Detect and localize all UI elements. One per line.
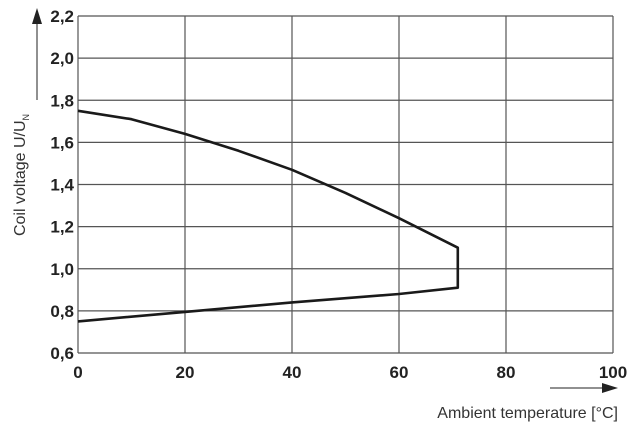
x-tick-label: 40 <box>283 363 302 382</box>
y-axis-arrow <box>32 8 42 100</box>
y-tick-label: 1,4 <box>50 176 74 195</box>
tick-labels: 0 20 40 60 80 100 0,6 0,8 1,0 1,2 1,4 1,6 1,8 2,0 2,2 <box>50 7 627 382</box>
y-tick-label: 2,2 <box>50 7 74 26</box>
y-tick-label: 0,6 <box>50 344 74 363</box>
operating-range-curve <box>77 109 460 323</box>
x-axis-arrow <box>550 383 618 393</box>
x-axis-label: Ambient temperature [°C] <box>437 405 618 422</box>
series <box>77 109 460 323</box>
grid <box>77 15 614 354</box>
y-tick-label: 1,6 <box>50 133 74 152</box>
y-axis-title: Coil voltage U/UN <box>12 114 31 236</box>
x-tick-label: 0 <box>73 363 82 382</box>
y-tick-label: 0,8 <box>50 302 74 321</box>
x-tick-label: 100 <box>599 363 627 382</box>
y-axis-label: Coil voltage U/UN <box>12 114 31 236</box>
x-tick-label: 60 <box>390 363 409 382</box>
y-tick-label: 1,0 <box>50 260 74 279</box>
y-tick-label: 1,8 <box>50 91 74 110</box>
y-tick-label: 1,2 <box>50 218 74 237</box>
x-tick-label: 80 <box>497 363 516 382</box>
y-tick-label: 2,0 <box>50 49 74 68</box>
x-tick-label: 20 <box>176 363 195 382</box>
